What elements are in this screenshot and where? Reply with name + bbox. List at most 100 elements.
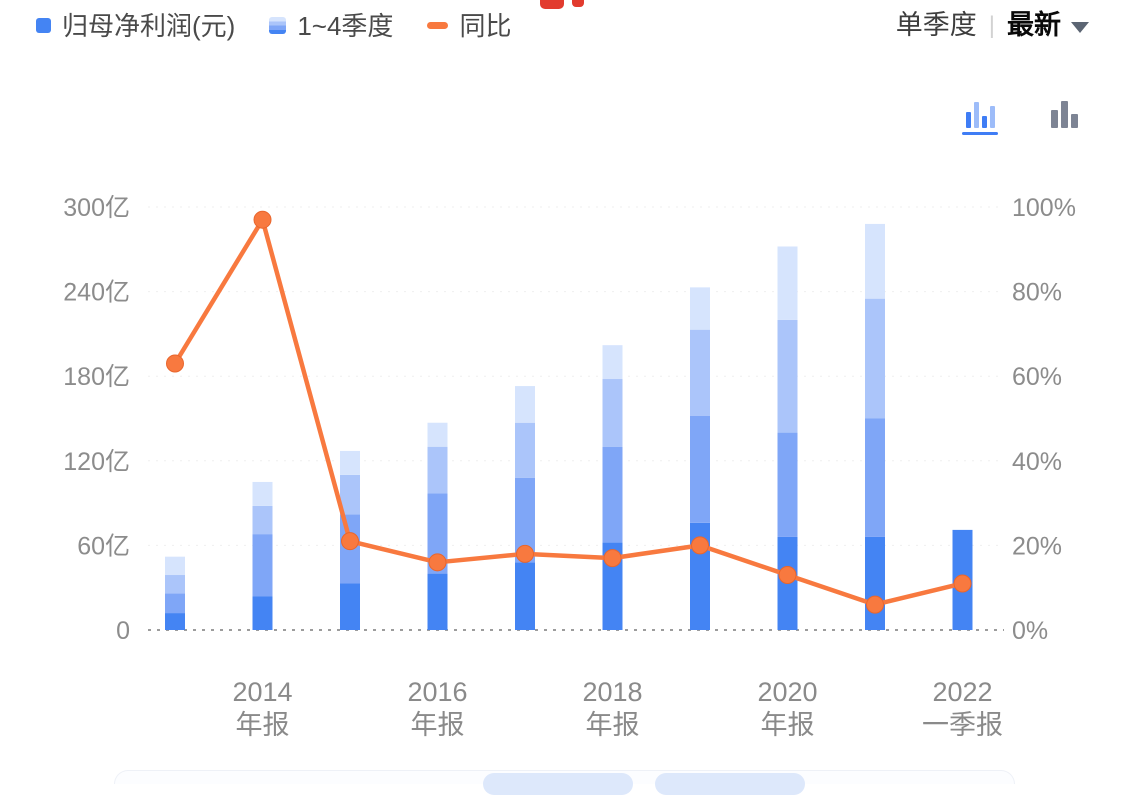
yoy-point [778,566,797,585]
net-profit-swatch-icon [36,18,51,33]
bar-segment [515,386,535,423]
bar-segment [777,319,798,433]
svg-text:0: 0 [116,617,130,645]
bar-segment [340,583,360,630]
bar-segment [165,613,185,630]
bar-segment [427,446,448,494]
bar-segment [865,298,885,419]
bar-segment [252,534,273,597]
svg-text:2022: 2022 [932,677,992,707]
svg-text:120亿: 120亿 [63,448,130,476]
svg-text:年报: 年报 [586,710,640,740]
active-underline [962,132,998,135]
svg-text:年报: 年报 [411,710,465,740]
yoy-point [516,544,534,563]
svg-text:100%: 100% [1012,194,1076,222]
bar-segment [515,562,535,630]
yoy-point [691,536,709,555]
bar-segment [165,575,185,594]
legend-net-profit[interactable]: 归母净利润(元) [36,13,235,39]
legend-row: 归母净利润(元) 1~4季度 同比 单季度 | 最新 [36,12,1089,39]
svg-text:300亿: 300亿 [63,194,130,222]
bar-segment [602,446,623,543]
svg-text:60亿: 60亿 [77,532,130,560]
bar-view-icon[interactable] [1045,96,1083,128]
clipped-red-icon [540,0,564,9]
svg-text:一季报: 一季报 [922,710,1003,740]
icon-bar [1060,101,1068,128]
grid-layer [148,206,1004,631]
legend-quarters[interactable]: 1~4季度 [269,13,393,39]
icon-bar [965,112,971,128]
bar-segment [777,246,798,320]
peek-pill [483,773,633,795]
yoy-line-layer [166,210,972,614]
yoy-dash-icon [427,22,449,29]
svg-text:80%: 80% [1012,279,1062,307]
bar-segment [777,432,798,537]
yoy-point [603,549,622,568]
stacked-bar-view-icon[interactable] [961,96,999,135]
toggle-separator: | [988,11,995,39]
bar-segment [427,493,448,574]
toggle-latest[interactable]: 最新 [1007,10,1061,40]
bar-segment [690,287,710,330]
bar-segment [865,418,885,537]
svg-text:年报: 年报 [236,710,290,740]
svg-text:2014: 2014 [232,677,292,707]
svg-text:60%: 60% [1012,363,1062,391]
icon-bar [973,102,979,128]
bar-segment [165,593,185,614]
bar-segment [515,422,535,478]
svg-text:240亿: 240亿 [63,279,130,307]
chevron-down-icon [1071,22,1089,33]
bars-layer [165,223,973,630]
net-profit-label: 归母净利润(元) [62,10,236,41]
bottom-sheet-peek[interactable] [114,770,1015,795]
icon-bar [981,116,987,128]
svg-text:20%: 20% [1012,532,1062,560]
bar-segment [340,474,360,515]
svg-text:2020: 2020 [757,677,817,707]
legend-yoy[interactable]: 同比 [427,13,511,39]
clipped-red-icon-small [572,0,584,7]
svg-text:年报: 年报 [761,710,815,740]
yoy-point [866,595,884,614]
toggle-single-quarter[interactable]: 单季度 [895,10,977,40]
yoy-label: 同比 [459,10,512,41]
yoy-point [341,532,359,551]
bar-segment [340,450,360,475]
icon-bar [1050,110,1058,128]
axis-labels-layer: 300亿 100% 240亿 80% 180亿 60% 120亿 40% 60亿 20% 0 0% [63,194,1076,645]
bar-segment [865,223,885,299]
bar-segment [427,422,448,447]
svg-text:40%: 40% [1012,448,1062,476]
bar-segment [252,596,273,630]
svg-text:180亿: 180亿 [63,363,130,391]
quarters-swatch-icon [269,17,287,34]
period-toggle[interactable]: 单季度 | 最新 [896,12,1089,39]
peek-pill [655,773,805,795]
bar-segment [602,379,623,447]
svg-text:2018: 2018 [582,677,642,707]
bar-segment [865,536,885,630]
quarters-label: 1~4季度 [297,10,394,41]
bar-segment [515,477,535,563]
yoy-point [253,210,272,229]
svg-text:0%: 0% [1012,617,1048,645]
bar-segment [427,573,448,630]
yoy-point [166,354,184,373]
bar-segment [252,481,273,506]
yoy-point [953,574,972,593]
bar-segment [602,345,623,380]
chart-type-switcher [961,96,1083,135]
yoy-point [428,553,447,572]
bar-segment [690,329,710,416]
icon-bar [989,106,995,128]
icon-bar [1070,114,1078,128]
bar-segment [252,505,273,535]
bar-segment [165,556,185,576]
bar-segment [690,415,710,523]
